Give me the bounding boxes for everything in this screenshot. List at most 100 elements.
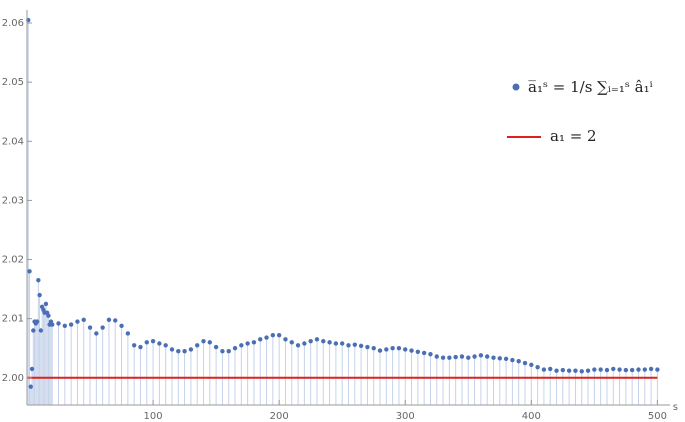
point: [384, 347, 389, 352]
point: [478, 353, 484, 358]
legend: a̅₁ˢ = 1/s ∑ᵢ₌₁ˢ â₁ⁱ a₁ = 2: [507, 78, 653, 145]
point: [226, 348, 231, 354]
point: [648, 366, 654, 372]
point: [472, 354, 477, 359]
point: [50, 322, 55, 327]
point: [163, 343, 168, 348]
point: [75, 319, 80, 324]
point: [415, 349, 421, 354]
point: [403, 347, 408, 352]
point: [113, 318, 118, 323]
point: [106, 317, 112, 323]
point: [232, 346, 238, 351]
y-tick-label: 2.03: [2, 195, 24, 206]
point: [592, 367, 597, 372]
point: [46, 313, 51, 318]
point: [207, 340, 213, 345]
point: [642, 367, 647, 372]
point: [560, 367, 566, 373]
x-tick-label: 200: [270, 411, 289, 422]
point: [611, 366, 616, 372]
point: [239, 343, 244, 348]
point: [276, 333, 282, 338]
point: [100, 325, 105, 330]
point: [144, 340, 149, 345]
point: [421, 350, 427, 356]
point: [213, 344, 219, 350]
point: [264, 335, 269, 340]
point: [308, 338, 313, 344]
point: [333, 341, 339, 346]
point: [617, 367, 622, 372]
point: [655, 367, 660, 372]
point: [491, 355, 496, 360]
y-tick-label: 2.04: [2, 136, 24, 147]
point: [176, 348, 181, 354]
point: [131, 343, 137, 348]
x-tick-label: 400: [522, 411, 541, 422]
legend-label: a₁ = 2: [550, 127, 597, 145]
point: [579, 369, 584, 374]
point: [459, 354, 465, 359]
point: [150, 338, 156, 344]
point: [43, 301, 49, 307]
point: [62, 323, 68, 328]
x-axis-label: s: [673, 402, 678, 413]
point: [585, 368, 591, 373]
point: [321, 338, 326, 344]
point: [201, 338, 206, 344]
point: [453, 354, 458, 360]
point: [339, 341, 345, 346]
point: [245, 341, 250, 346]
point: [188, 347, 194, 352]
point: [636, 367, 641, 372]
point: [56, 321, 61, 326]
point: [37, 292, 42, 298]
point: [346, 343, 351, 348]
point: [516, 359, 521, 364]
plot-area: 2.00 2.01 2.02 2.03 2.04 2.05 2.06 100 200 300 400…: [2, 10, 670, 422]
y-tick-label: 2.01: [2, 314, 24, 325]
point: [358, 343, 364, 349]
point: [220, 348, 225, 354]
point: [31, 328, 36, 333]
point: [289, 340, 294, 345]
point: [87, 325, 93, 330]
point: [352, 342, 358, 347]
point: [535, 364, 540, 370]
point: [497, 356, 502, 361]
point: [28, 384, 33, 389]
point: [314, 337, 320, 342]
y-tick-label: 2.02: [2, 255, 24, 266]
point: [365, 344, 370, 350]
point: [466, 355, 471, 360]
point: [529, 362, 534, 367]
point: [195, 343, 200, 348]
point: [94, 331, 99, 336]
point: [68, 322, 74, 327]
point: [503, 356, 509, 362]
y-tick-label: 2.06: [2, 18, 24, 29]
point: [440, 355, 446, 360]
point: [295, 343, 301, 348]
point: [302, 341, 307, 346]
point: [377, 348, 383, 353]
y-tick-label: 2.00: [2, 373, 24, 384]
point: [169, 347, 175, 352]
legend-label: a̅₁ˢ = 1/s ∑ᵢ₌₁ˢ â₁ⁱ: [528, 78, 653, 96]
y-tick-label: 2.05: [2, 77, 24, 88]
point: [541, 367, 547, 372]
point: [629, 367, 635, 373]
point: [81, 317, 86, 323]
point: [409, 348, 414, 353]
point: [522, 360, 528, 366]
point: [251, 340, 257, 345]
point: [548, 366, 553, 372]
point: [157, 341, 162, 346]
point: [447, 355, 452, 360]
point: [327, 340, 332, 345]
point: [36, 278, 41, 283]
point: [554, 368, 559, 373]
